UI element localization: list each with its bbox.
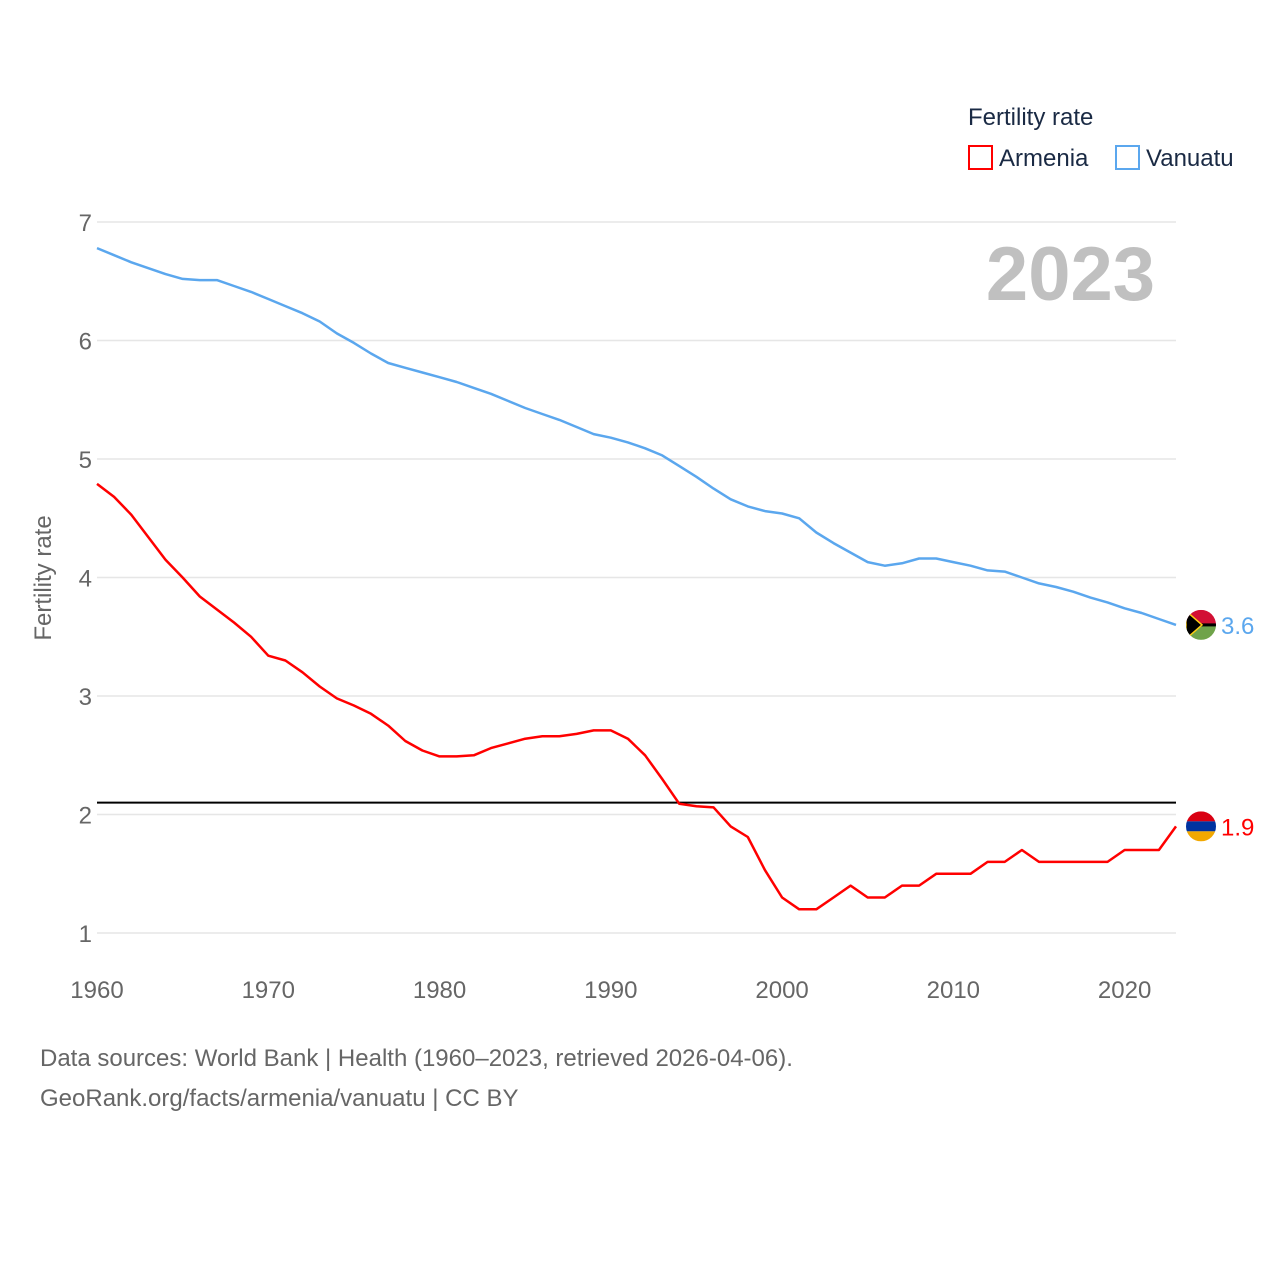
flag [1186, 811, 1216, 842]
y-tick-label: 3 [79, 684, 92, 711]
end-value-label: 1.9 [1221, 814, 1254, 841]
vanuatu-flag-icon [1186, 609, 1216, 640]
x-tick-label: 1980 [413, 977, 466, 1004]
x-axis-ticks: 1960 1970 1980 1990 2000 2010 2020 [70, 977, 1151, 1004]
series-lines [96, 246, 1178, 911]
y-axis-ticks: 1 2 3 4 5 6 7 [79, 210, 92, 948]
legend-swatch-armenia [968, 145, 993, 170]
y-axis-label: Fertility rate [30, 515, 57, 640]
y-tick-label: 6 [79, 329, 92, 356]
x-tick-label: 1970 [242, 977, 295, 1004]
flag-stripe [1186, 831, 1216, 842]
legend-item-vanuatu[interactable]: Vanuatu [1115, 145, 1234, 172]
legend-item-armenia[interactable]: Armenia [968, 145, 1089, 172]
x-tick-label: 2020 [1098, 977, 1151, 1004]
x-tick-label: 1960 [70, 977, 123, 1004]
x-tick-label: 2010 [927, 977, 980, 1004]
data-source-text: Data sources: World Bank | Health (1960–… [40, 1045, 793, 1072]
series-line-vanuatu [96, 246, 1177, 627]
legend-label-vanuatu: Vanuatu [1146, 145, 1234, 172]
y-tick-label: 4 [79, 566, 92, 593]
series-end-markers: 1.9 3.6 [1186, 609, 1254, 842]
y-tick-label: 7 [79, 210, 92, 237]
y-tick-label: 2 [79, 803, 92, 830]
legend-swatch-vanuatu [1115, 145, 1140, 170]
x-tick-label: 1990 [584, 977, 637, 1004]
x-tick-label: 2000 [755, 977, 808, 1004]
legend-title: Fertility rate [968, 104, 1093, 131]
flag-stripe [1186, 811, 1216, 822]
year-label: 2023 [986, 232, 1155, 317]
flag-stripe [1186, 821, 1216, 832]
armenia-flag-icon [1186, 811, 1216, 842]
legend-label-armenia: Armenia [999, 145, 1089, 172]
attribution-link[interactable]: GeoRank.org/facts/armenia/vanuatu | CC B… [40, 1085, 519, 1112]
flag [1186, 609, 1216, 640]
series-line-armenia [96, 482, 1178, 911]
end-value-label: 3.6 [1221, 613, 1254, 640]
flag-triangle [1186, 609, 1204, 640]
y-tick-label: 1 [79, 921, 92, 948]
grid-lines [97, 221, 1176, 934]
y-tick-label: 5 [79, 447, 92, 474]
legend: Fertility rate Armenia Vanuatu [968, 104, 1234, 172]
line-chart: 1 2 3 4 5 6 7 1960 1970 1980 1990 2000 2010 2020 Fer… [30, 104, 1254, 1004]
